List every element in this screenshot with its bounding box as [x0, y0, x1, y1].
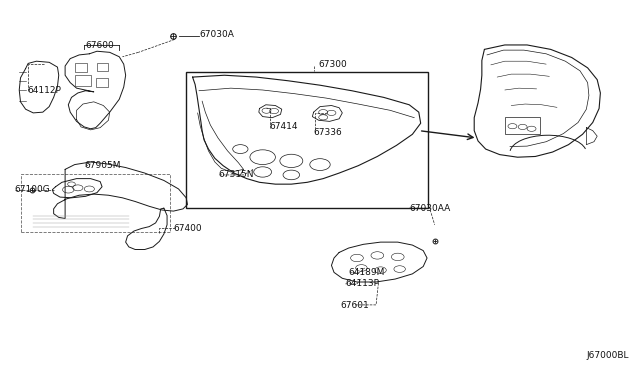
Text: 67414: 67414: [269, 122, 298, 131]
Text: 67601: 67601: [340, 301, 369, 311]
Text: 67030AA: 67030AA: [409, 203, 451, 213]
Text: 67100G: 67100G: [14, 185, 50, 194]
Text: 64112P: 64112P: [27, 86, 61, 94]
Text: 67600: 67600: [86, 41, 115, 50]
Bar: [96, 78, 108, 87]
Text: 64189M: 64189M: [349, 268, 385, 277]
Bar: [186, 71, 428, 208]
Text: 67315N: 67315N: [218, 170, 253, 179]
Text: 67905M: 67905M: [84, 161, 121, 170]
Text: J67000BL: J67000BL: [586, 350, 629, 359]
Text: 64113P: 64113P: [346, 279, 380, 288]
Text: 67400: 67400: [173, 224, 202, 233]
Text: 67030A: 67030A: [199, 30, 234, 39]
Bar: [75, 75, 91, 86]
Text: 67336: 67336: [314, 128, 342, 137]
Bar: [97, 63, 108, 71]
Bar: [20, 174, 170, 232]
Bar: [75, 63, 88, 71]
Bar: [505, 116, 540, 134]
Text: 67300: 67300: [318, 60, 347, 69]
